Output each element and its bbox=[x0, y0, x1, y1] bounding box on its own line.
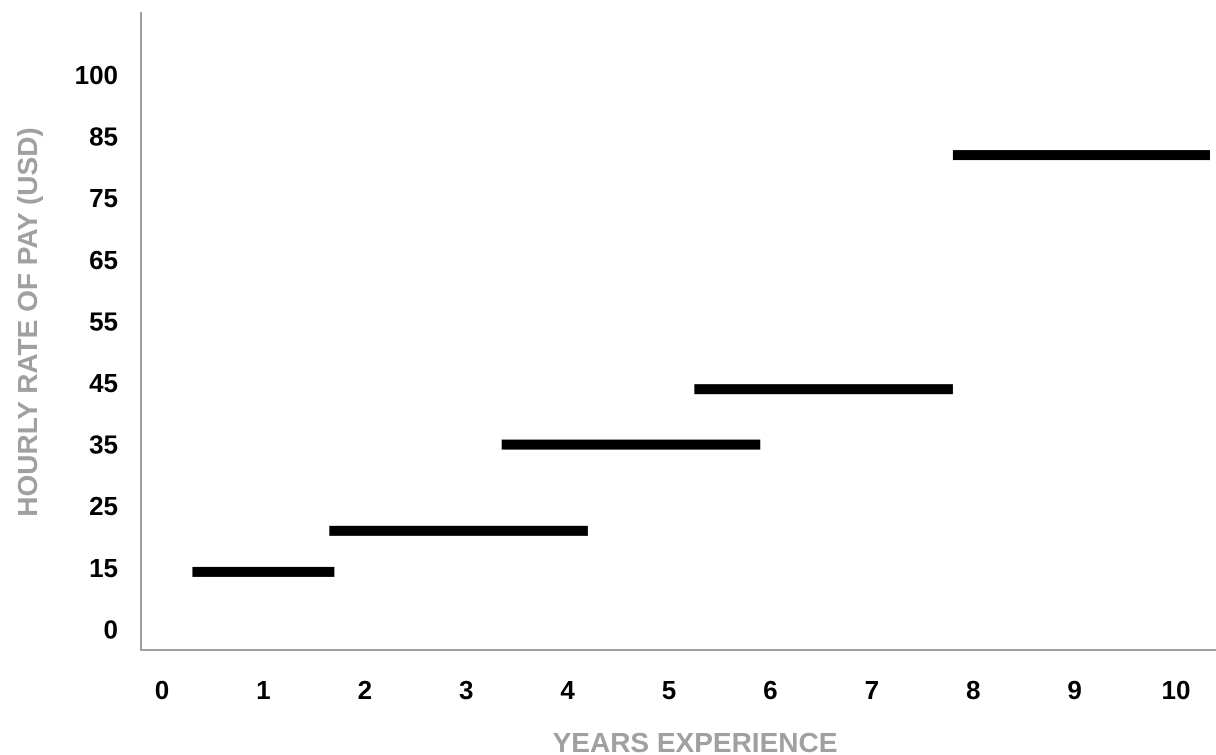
range-segment-4 bbox=[694, 384, 953, 395]
x-tick-label: 6 bbox=[763, 675, 777, 705]
x-tick-label: 9 bbox=[1067, 675, 1081, 705]
y-tick-label: 15 bbox=[89, 553, 118, 583]
y-tick-label: 55 bbox=[89, 306, 118, 336]
y-tick-label: 25 bbox=[89, 491, 118, 521]
x-tick-label: 8 bbox=[966, 675, 980, 705]
x-tick-label: 7 bbox=[865, 675, 879, 705]
x-tick-label: 3 bbox=[459, 675, 473, 705]
range-segment-5 bbox=[952, 150, 1210, 161]
y-tick-label: 65 bbox=[89, 245, 118, 275]
x-tick-label: 0 bbox=[155, 675, 169, 705]
y-tick-label: 75 bbox=[89, 183, 118, 213]
x-tick-label: 5 bbox=[662, 675, 676, 705]
x-tick-label: 2 bbox=[358, 675, 372, 705]
y-axis-title: HOURLY RATE OF PAY (USD) bbox=[12, 127, 43, 516]
range-segment-1 bbox=[192, 566, 335, 577]
y-tick-label: 85 bbox=[89, 122, 118, 152]
range-segment-2 bbox=[329, 525, 588, 536]
x-tick-label: 10 bbox=[1162, 675, 1191, 705]
x-tick-labels: 0 1 2 3 4 5 6 7 8 9 10 bbox=[155, 675, 1191, 705]
y-tick-labels: 0 15 25 35 45 55 65 75 85 100 bbox=[75, 60, 118, 644]
y-tick-label: 0 bbox=[104, 614, 118, 644]
x-tick-label: 4 bbox=[560, 675, 575, 705]
x-axis-title: YEARS EXPERIENCE bbox=[553, 727, 838, 755]
y-tick-label: 35 bbox=[89, 430, 118, 460]
data-segments bbox=[192, 150, 1210, 577]
y-tick-label: 100 bbox=[75, 60, 118, 90]
range-segment-3 bbox=[501, 439, 761, 450]
y-tick-label: 45 bbox=[89, 368, 118, 398]
x-tick-label: 1 bbox=[256, 675, 270, 705]
